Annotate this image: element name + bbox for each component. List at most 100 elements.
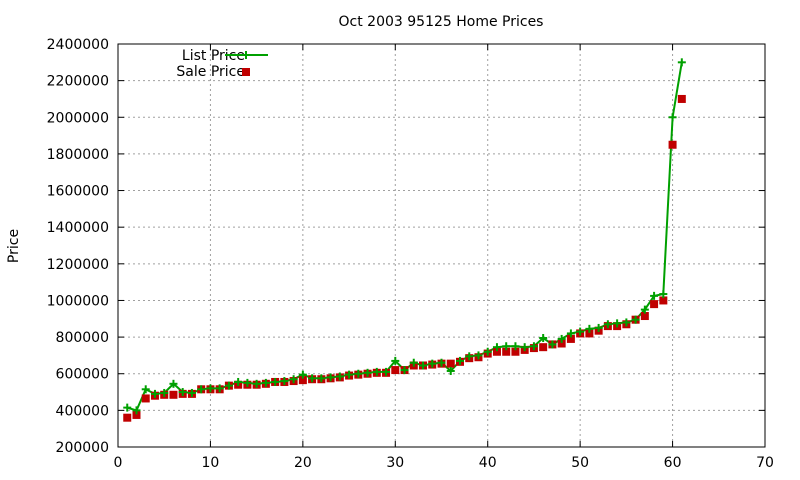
y-tick-label: 2000000: [47, 110, 109, 126]
data-point-list-price: [206, 384, 215, 393]
data-point-sale-price: [539, 343, 548, 352]
data-point-list-price: [529, 342, 538, 351]
data-point-list-price: [668, 113, 677, 122]
data-point-list-price: [280, 377, 289, 386]
data-point-list-price: [650, 291, 659, 300]
data-point-sale-price: [123, 413, 132, 422]
data-point-sale-price: [677, 94, 686, 103]
data-point-list-price: [557, 334, 566, 343]
y-tick-label: 1800000: [47, 147, 109, 163]
data-point-list-price: [613, 319, 622, 328]
data-point-sale-price: [659, 296, 668, 305]
data-point-sale-price: [566, 334, 575, 343]
data-point-list-price: [197, 385, 206, 394]
data-point-list-price: [465, 352, 474, 361]
y-tick-label: 1400000: [47, 220, 109, 236]
data-point-list-price: [123, 403, 132, 412]
data-point-list-price: [474, 351, 483, 360]
axis-ticks: 0 10 20 30 40 50 60 70 200000 400000 600000 800000 1…: [47, 37, 774, 471]
data-point-sale-price: [446, 359, 455, 368]
data-point-list-price: [271, 377, 280, 386]
x-tick-label: 60: [664, 455, 682, 471]
data-point-list-price: [391, 356, 400, 365]
data-point-sale-price: [585, 329, 594, 338]
data-point-list-price: [132, 406, 141, 415]
x-tick-label: 50: [571, 455, 589, 471]
data-point-list-price: [511, 342, 520, 351]
data-point-list-price: [437, 358, 446, 367]
plot-frame: [117, 43, 766, 448]
data-point-list-price: [234, 377, 243, 386]
data-point-list-price: [382, 367, 391, 376]
data-point-list-price: [631, 315, 640, 324]
data-point-list-price: [372, 367, 381, 376]
data-point-list-price: [603, 320, 612, 329]
data-point-sale-price: [492, 347, 501, 356]
data-point-list-price: [548, 340, 557, 349]
data-point-sale-price: [141, 394, 150, 403]
data-point-list-price: [659, 290, 668, 299]
data-point-list-price: [261, 378, 270, 387]
data-point-list-price: [326, 373, 335, 382]
y-tick-label: 2400000: [47, 37, 109, 53]
data-point-sale-price: [132, 410, 141, 419]
y-tick-label: 600000: [56, 367, 109, 383]
legend-list-price-marker: [242, 51, 250, 59]
chart-title: Oct 2003 95125 Home Prices: [339, 14, 544, 30]
data-point-list-price: [169, 379, 178, 388]
legend-label-sale-price: Sale Price: [176, 64, 245, 80]
data-point-list-price: [677, 58, 686, 67]
x-tick-label: 10: [202, 455, 220, 471]
legend: List Price Sale Price: [176, 48, 268, 80]
data-point-sale-price: [511, 347, 520, 356]
data-point-sale-price: [298, 376, 307, 385]
data-point-list-price: [566, 329, 575, 338]
x-tick-label: 0: [114, 455, 123, 471]
grid: [118, 44, 765, 447]
data-point-sale-price: [502, 347, 511, 356]
data-point-list-price: [224, 381, 233, 390]
data-point-list-price: [409, 358, 418, 367]
data-point-list-price: [455, 356, 464, 365]
data-point-list-price: [640, 305, 649, 314]
data-point-sale-price: [169, 390, 178, 399]
y-tick-label: 200000: [56, 440, 109, 456]
data-point-sale-price: [640, 312, 649, 321]
y-tick-label: 1000000: [47, 293, 109, 309]
data-point-list-price: [400, 366, 409, 375]
data-point-list-price: [178, 388, 187, 397]
data-point-list-price: [345, 370, 354, 379]
y-axis-label: Price: [6, 229, 22, 263]
x-tick-label: 40: [479, 455, 497, 471]
data-point-list-price: [187, 388, 196, 397]
y-tick-label: 400000: [56, 403, 109, 419]
x-tick-label: 20: [294, 455, 312, 471]
data-point-list-price: [446, 366, 455, 375]
data-point-list-price: [539, 334, 548, 343]
data-point-list-price: [308, 374, 317, 383]
y-tick-label: 2200000: [47, 74, 109, 90]
data-point-list-price: [483, 347, 492, 356]
data-point-list-price: [428, 359, 437, 368]
data-point-list-price: [141, 385, 150, 394]
legend-label-list-price: List Price: [182, 48, 245, 64]
data-point-list-price: [298, 370, 307, 379]
data-point-list-price: [215, 384, 224, 393]
data-point-list-price: [335, 372, 344, 381]
data-point-list-price: [585, 324, 594, 333]
data-point-sale-price: [650, 300, 659, 309]
data-point-list-price: [622, 318, 631, 327]
series-layer: [123, 58, 686, 422]
data-point-list-price: [419, 361, 428, 370]
y-tick-label: 1200000: [47, 257, 109, 273]
data-point-list-price: [520, 343, 529, 352]
data-point-list-price: [594, 323, 603, 332]
data-point-list-price: [243, 378, 252, 387]
data-point-list-price: [363, 368, 372, 377]
data-point-list-price: [289, 375, 298, 384]
data-point-list-price: [354, 369, 363, 378]
data-point-list-price: [502, 342, 511, 351]
data-point-list-price: [150, 389, 159, 398]
data-point-sale-price: [668, 140, 677, 149]
